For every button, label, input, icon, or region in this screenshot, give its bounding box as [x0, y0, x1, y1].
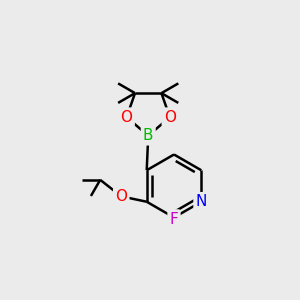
- Text: F: F: [169, 212, 178, 226]
- Text: O: O: [121, 110, 133, 125]
- Text: B: B: [143, 128, 154, 143]
- Text: O: O: [115, 189, 127, 204]
- Text: O: O: [164, 110, 176, 125]
- Text: N: N: [196, 194, 207, 209]
